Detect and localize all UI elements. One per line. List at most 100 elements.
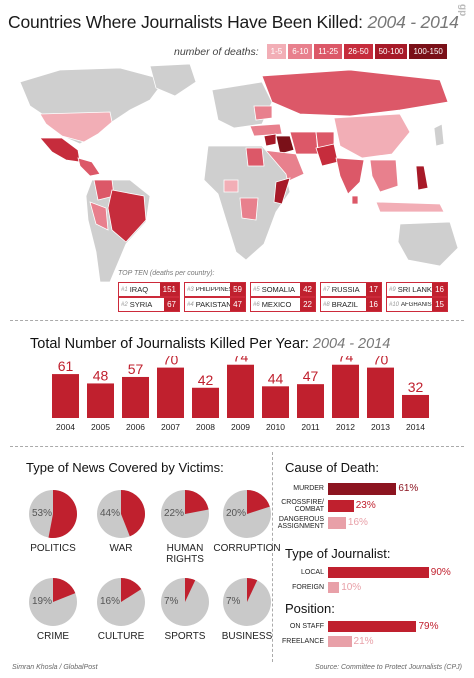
year-label: 2005 [91, 422, 110, 432]
year-bar-value: 32 [408, 379, 424, 395]
turkey-shape [249, 123, 283, 137]
pie-slice [48, 490, 77, 538]
hbar [328, 500, 354, 512]
china-shape [333, 113, 411, 159]
top-ten-country: SRI LANKA [397, 285, 432, 294]
year-label: 2008 [196, 422, 215, 432]
top-ten-item: #10AFGHANISTAN15 [386, 297, 448, 312]
year-label: 2010 [266, 422, 285, 432]
iraq-shape [275, 135, 295, 155]
top-ten-country: RUSSIA [331, 285, 360, 294]
top-ten-value: 17 [366, 283, 381, 296]
hbar-percent: 23% [355, 500, 376, 511]
year-label: 2012 [336, 422, 355, 432]
title-text: Countries Where Journalists Have Been Ki… [8, 12, 363, 32]
pie-percent-label: 7% [164, 596, 179, 607]
hbar [328, 517, 346, 529]
pie-category-label: WAR [109, 543, 133, 554]
section-divider [10, 446, 464, 447]
globalpost-logo: gp [457, 4, 468, 17]
top-ten-rank: #2 [121, 301, 128, 308]
top-ten-item: #6 MEXICO 22 [250, 297, 316, 312]
year-label: 2014 [406, 422, 425, 432]
vertical-divider [272, 452, 273, 662]
brazil-shape [107, 189, 147, 243]
victim-pie [97, 578, 145, 626]
victim-pie [29, 578, 77, 626]
section-divider [10, 320, 464, 321]
year-label: 2007 [161, 422, 180, 432]
legend-swatch-2: 6-10 [288, 44, 313, 59]
hbar [328, 636, 352, 647]
hbar [328, 483, 397, 495]
egypt-shape [245, 147, 265, 167]
year-bar [227, 364, 254, 418]
top-ten-rank: #3 [187, 286, 194, 293]
legend-swatch-5: 50-100 [374, 44, 408, 59]
pie-category-label: CORRUPTION [213, 543, 281, 554]
cause-title: Cause of Death: [285, 460, 379, 475]
hbar-label: LOCAL [301, 568, 324, 576]
pie-percent-label: 7% [226, 596, 241, 607]
hbar-percent: 16% [347, 517, 368, 528]
top-ten-country: SYRIA [129, 300, 153, 309]
credit: Simran Khosla / GlobalPost [12, 664, 98, 671]
russia-shape [261, 69, 449, 117]
year-bar [332, 364, 359, 418]
year-label: 2009 [231, 422, 250, 432]
year-bar-value: 42 [198, 372, 214, 388]
hbar-percent: 90% [430, 566, 451, 578]
top-ten-item: #4 PAKISTAN 47 [184, 297, 246, 312]
australia-shape [397, 221, 459, 267]
year-label: 2006 [126, 422, 145, 432]
pie-category-label: HUMAN RIGHTS [166, 543, 204, 565]
source: Source: Committee to Protect Journalists… [314, 664, 462, 671]
legend-swatch-3: 11-25 [314, 44, 343, 59]
iran-shape [289, 131, 319, 155]
top-ten-rank: #10 [389, 301, 400, 308]
pie-percent-label: 22% [164, 508, 185, 519]
year-bar-value: 74 [233, 356, 249, 365]
top-ten-value: 16 [366, 298, 381, 311]
top-ten-value: 151 [159, 283, 179, 296]
europe-shape [211, 81, 273, 129]
position-title: Position: [285, 601, 335, 616]
top-ten-country: MEXICO [261, 300, 292, 309]
hbar-label: FREELANCE [281, 637, 324, 645]
year-bar-value: 61 [58, 358, 74, 374]
top-ten-country: PAKISTAN [195, 300, 231, 309]
top-ten-country: IRAQ [129, 285, 149, 294]
pie-category-label: CULTURE [97, 631, 145, 642]
victim-pie [161, 578, 209, 626]
top-ten-item: #2 SYRIA 67 [118, 297, 180, 312]
hbar-percent: 61% [398, 483, 419, 494]
year-bar-value: 74 [338, 356, 354, 365]
victim-pie [97, 490, 146, 538]
year-label: 2013 [371, 422, 390, 432]
top-ten-panel: TOP TEN (deaths per country): [118, 270, 214, 277]
hbar-percent: 21% [353, 635, 374, 647]
year-bar [297, 384, 324, 418]
victims-title: Type of News Covered by Victims: [26, 460, 224, 475]
year-bar [192, 387, 219, 418]
year-label: 2011 [301, 422, 320, 432]
hbar [328, 582, 340, 593]
per-year-years: 2004 - 2014 [312, 336, 391, 352]
victim-pie [29, 490, 77, 538]
central-america-shape [77, 157, 101, 177]
pie-slice [53, 578, 76, 602]
top-ten-item: #8 BRAZIL 16 [320, 297, 382, 312]
indonesia-shape [375, 201, 445, 213]
top-ten-rank: #7 [323, 286, 330, 293]
top-ten-country: SOMALIA [261, 285, 296, 294]
title-years: 2004 - 2014 [367, 12, 459, 32]
philippines-shape [415, 165, 429, 191]
ukraine-shape [253, 105, 273, 121]
pie-percent-label: 16% [100, 596, 121, 607]
hbar-percent: 79% [418, 620, 439, 632]
top-ten-rank: #1 [121, 286, 128, 293]
japan-shape [433, 123, 445, 147]
somalia-shape [273, 177, 291, 205]
pie-category-label: POLITICS [30, 543, 76, 554]
